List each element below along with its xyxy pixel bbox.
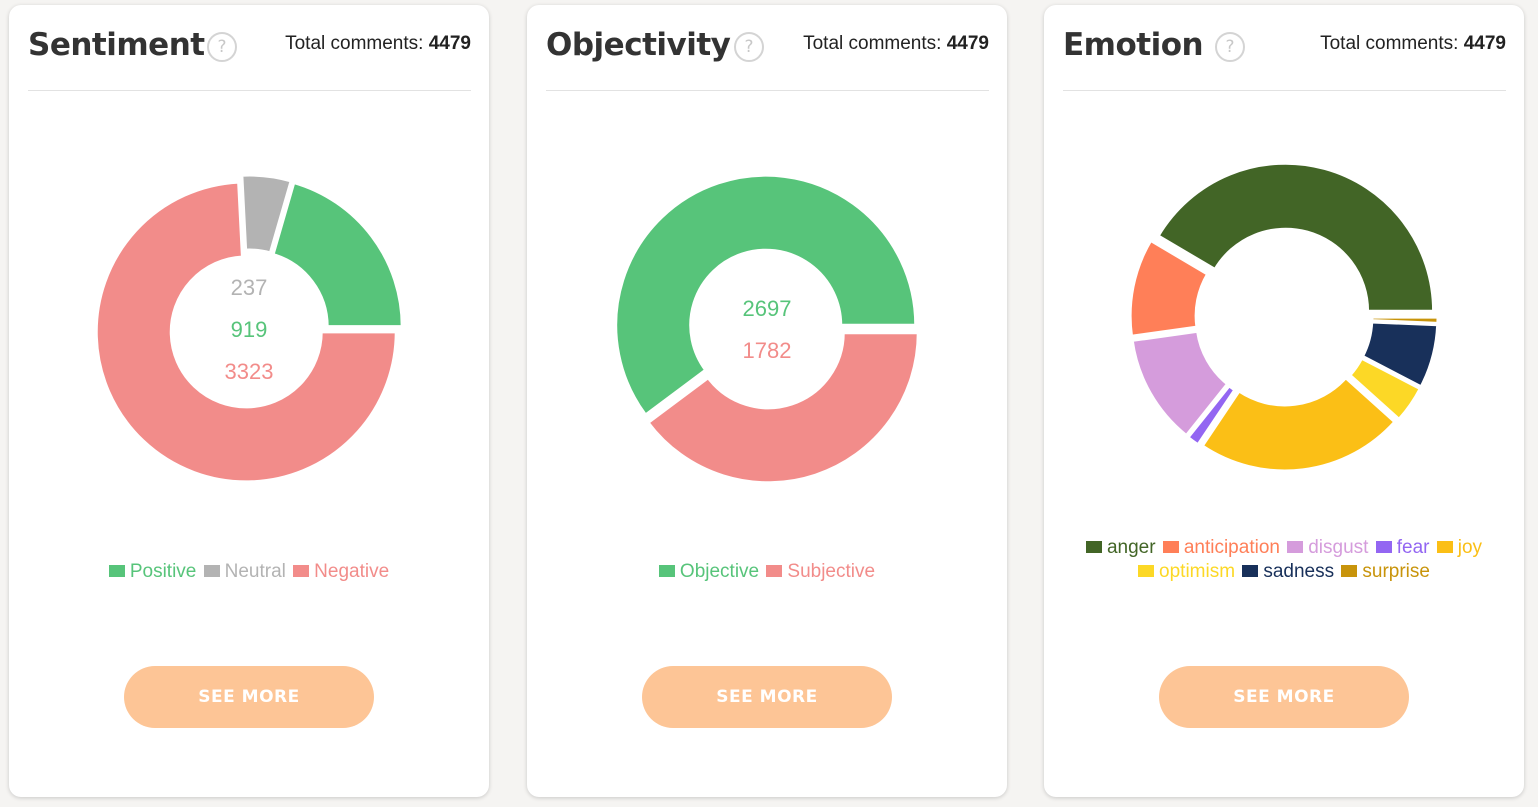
sentiment-title: Sentiment: [28, 27, 205, 63]
legend-label: joy: [1457, 537, 1483, 558]
center-labels: 2697 1782: [743, 296, 792, 363]
see-more-button[interactable]: SEE MORE: [1159, 666, 1409, 728]
legend-swatch: [203, 565, 220, 577]
total-comments: Total comments: 4479: [285, 33, 471, 55]
see-more-button[interactable]: SEE MORE: [642, 666, 892, 728]
legend-label: anger: [1106, 537, 1156, 558]
center-value-label: 2697: [743, 296, 792, 321]
slice-anticipation[interactable]: [1128, 238, 1210, 338]
legend-item-surprise[interactable]: surprise: [1341, 560, 1430, 584]
emotion-donut-chart: [1128, 161, 1440, 473]
center-labels: 237 919 3323: [225, 275, 274, 384]
slice-joy[interactable]: [1200, 375, 1397, 473]
legend-swatch: [1162, 541, 1179, 553]
total-comments-value: 4479: [1463, 33, 1506, 54]
legend-swatch: [1085, 541, 1102, 553]
legend-label: sadness: [1263, 561, 1335, 582]
legend-label: Objective: [679, 561, 760, 582]
legend-item-negative[interactable]: Negative: [293, 560, 389, 584]
legend-item-positive[interactable]: Positive: [108, 560, 197, 584]
objectivity-legend: Objective Subjective: [567, 560, 967, 584]
help-icon[interactable]: ?: [734, 32, 764, 62]
slice-optimism[interactable]: [1347, 356, 1423, 422]
center-value-label: 3323: [225, 359, 274, 384]
legend-label: anticipation: [1183, 537, 1280, 558]
slice-neutral[interactable]: [240, 173, 294, 255]
total-comments: Total comments: 4479: [1320, 33, 1506, 55]
legend-item-disgust[interactable]: disgust: [1287, 536, 1368, 560]
legend-swatch: [766, 565, 783, 577]
divider: [28, 90, 471, 91]
legend-label: Neutral: [224, 561, 286, 582]
legend-swatch: [1436, 541, 1453, 553]
legend-label: optimism: [1159, 561, 1236, 582]
legend-item-anger[interactable]: anger: [1085, 536, 1156, 560]
divider: [546, 90, 989, 91]
legend-swatch: [293, 565, 310, 577]
legend-item-sadness[interactable]: sadness: [1242, 560, 1334, 584]
slice-disgust[interactable]: [1130, 329, 1230, 438]
slice-surprise[interactable]: [1370, 315, 1440, 325]
legend-label: surprise: [1362, 561, 1430, 582]
slice-sadness[interactable]: [1360, 320, 1440, 389]
objectivity-card: Objectivity ? Total comments: 4479 2697 1…: [527, 5, 1007, 797]
legend-item-subjective[interactable]: Subjective: [766, 560, 875, 584]
divider: [1063, 90, 1506, 91]
see-more-button[interactable]: SEE MORE: [124, 666, 374, 728]
slice-anger[interactable]: [1156, 161, 1436, 313]
total-comments-value: 4479: [946, 33, 989, 54]
objectivity-title: Objectivity: [546, 27, 731, 63]
center-value-label: 1782: [743, 338, 792, 363]
legend-item-anticipation[interactable]: anticipation: [1162, 536, 1280, 560]
legend-swatch: [1138, 565, 1155, 577]
legend-label: disgust: [1308, 537, 1369, 558]
legend-label: Positive: [129, 561, 197, 582]
total-comments-label: Total comments:: [1320, 33, 1464, 54]
center-value-label: 237: [231, 275, 268, 300]
legend-item-joy[interactable]: joy: [1436, 536, 1483, 560]
emotion-legend: anger anticipation disgust fear joy opti…: [1084, 536, 1484, 584]
legend-swatch: [108, 565, 125, 577]
total-comments-value: 4479: [428, 33, 471, 54]
center-value-label: 919: [231, 317, 268, 342]
legend-item-optimism[interactable]: optimism: [1138, 560, 1235, 584]
emotion-title: Emotion: [1063, 27, 1204, 63]
sentiment-donut-chart: 237 919 3323: [94, 173, 404, 484]
slice-positive[interactable]: [271, 180, 404, 329]
objectivity-donut-chart: 2697 1782: [614, 173, 920, 485]
slice-objective[interactable]: [614, 173, 918, 418]
help-icon[interactable]: ?: [1215, 32, 1245, 62]
legend-swatch: [1375, 541, 1392, 553]
emotion-card: Emotion ? Total comments: 4479 anger ant…: [1044, 5, 1524, 797]
sentiment-card: Sentiment ? Total comments: 4479 237 919 3…: [9, 5, 489, 797]
legend-label: Subjective: [787, 561, 876, 582]
total-comments: Total comments: 4479: [803, 33, 989, 55]
legend-label: Negative: [314, 561, 390, 582]
legend-swatch: [1287, 541, 1304, 553]
legend-item-objective[interactable]: Objective: [658, 560, 760, 584]
legend-item-fear[interactable]: fear: [1375, 536, 1430, 560]
legend-label: fear: [1396, 537, 1430, 558]
sentiment-legend: Positive Neutral Negative: [49, 560, 449, 584]
legend-swatch: [1341, 565, 1358, 577]
slice-subjective[interactable]: [646, 331, 920, 485]
total-comments-label: Total comments:: [285, 33, 429, 54]
slice-negative[interactable]: [94, 180, 398, 484]
legend-item-neutral[interactable]: Neutral: [203, 560, 286, 584]
slice-fear[interactable]: [1185, 383, 1237, 447]
total-comments-label: Total comments:: [803, 33, 947, 54]
legend-swatch: [658, 565, 675, 577]
legend-swatch: [1242, 565, 1259, 577]
help-icon[interactable]: ?: [207, 32, 237, 62]
